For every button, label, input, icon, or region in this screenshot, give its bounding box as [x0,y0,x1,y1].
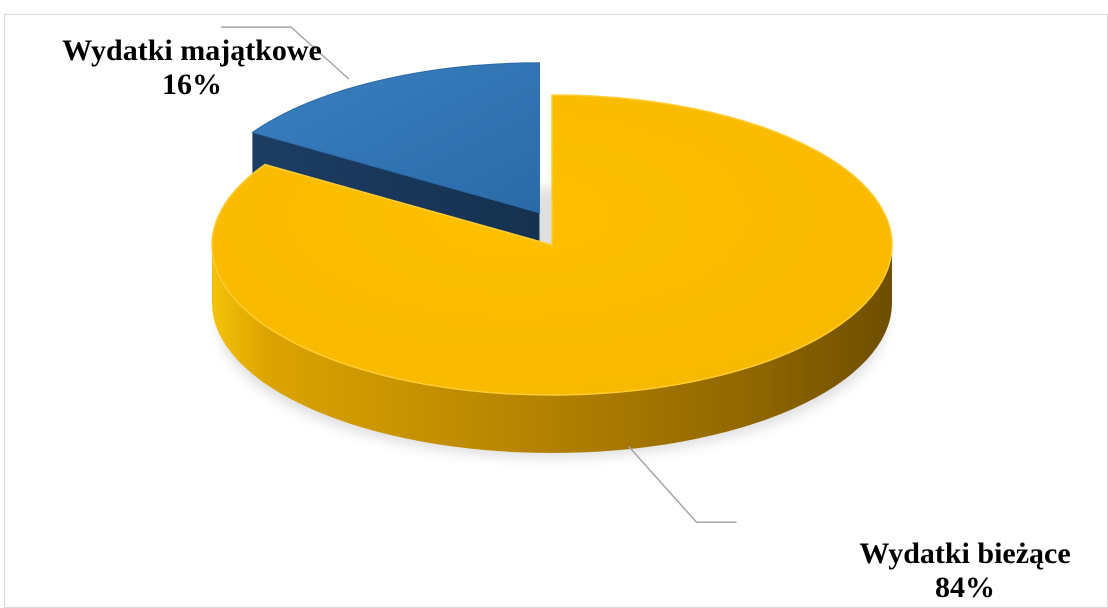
data-label-value-biezace: 84% [935,571,995,604]
data-label-value-majatkowe: 16% [162,68,222,101]
slice-biezace-side [212,245,892,453]
data-label-name-biezace: Wydatki bieżące [859,537,1070,570]
leader-line-majatkowe [220,26,350,80]
data-label-name-majatkowe: Wydatki majątkowe [62,34,322,67]
slice-wydatki-majatkowe [251,62,540,214]
leader-lines [220,26,737,524]
pie-slices [211,62,893,453]
leader-line-biezace [627,445,737,524]
slice-wydatki-biezace [211,94,893,396]
